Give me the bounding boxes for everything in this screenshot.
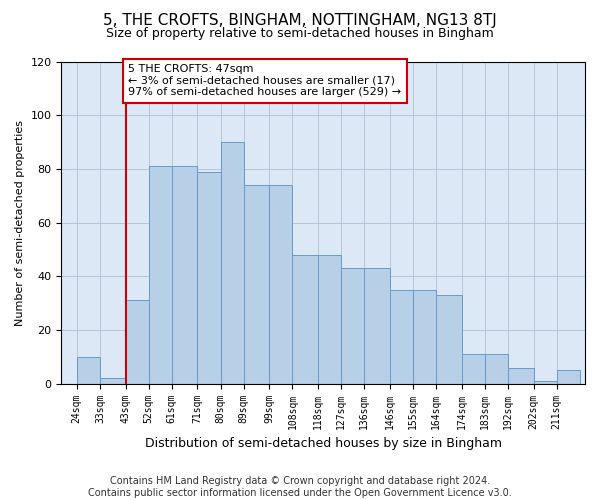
Bar (100, 378, 125, 384)
Bar (221, 142, 244, 384)
Bar (485, 354, 508, 384)
Bar (318, 255, 341, 384)
Bar (557, 370, 580, 384)
Text: 5, THE CROFTS, BINGHAM, NOTTINGHAM, NG13 8TJ: 5, THE CROFTS, BINGHAM, NOTTINGHAM, NG13… (103, 12, 497, 28)
Bar (436, 295, 462, 384)
Text: 5 THE CROFTS: 47sqm
← 3% of semi-detached houses are smaller (17)
97% of semi-de: 5 THE CROFTS: 47sqm ← 3% of semi-detache… (128, 64, 401, 98)
Bar (364, 268, 390, 384)
Bar (533, 381, 557, 384)
Bar (341, 268, 364, 384)
Bar (462, 354, 485, 384)
Bar (269, 185, 292, 384)
Text: Size of property relative to semi-detached houses in Bingham: Size of property relative to semi-detach… (106, 28, 494, 40)
Y-axis label: Number of semi-detached properties: Number of semi-detached properties (15, 120, 25, 326)
Bar (172, 166, 197, 384)
Bar (244, 185, 269, 384)
Text: Contains HM Land Registry data © Crown copyright and database right 2024.
Contai: Contains HM Land Registry data © Crown c… (88, 476, 512, 498)
Bar (390, 290, 413, 384)
X-axis label: Distribution of semi-detached houses by size in Bingham: Distribution of semi-detached houses by … (145, 437, 502, 450)
Bar (413, 290, 436, 384)
Bar (149, 166, 172, 384)
Bar (77, 357, 100, 384)
Bar (125, 300, 149, 384)
Bar (292, 255, 318, 384)
Bar (508, 368, 533, 384)
Bar (197, 172, 221, 384)
